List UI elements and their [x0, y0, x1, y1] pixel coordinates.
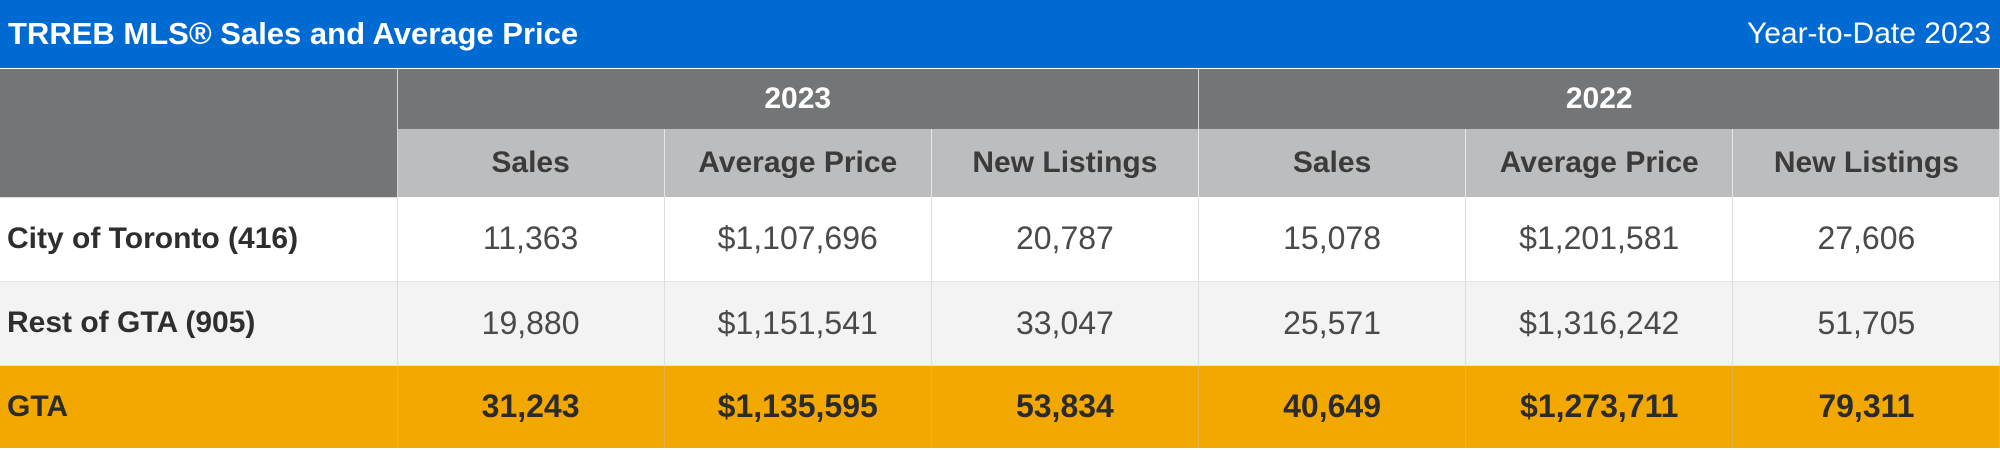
table-row: City of Toronto (416) 11,363 $1,107,696 …: [0, 197, 2000, 282]
row-label: Rest of GTA (905): [0, 281, 398, 366]
row-label: City of Toronto (416): [0, 197, 398, 282]
total-cell: $1,135,595: [664, 365, 932, 448]
table-cell: 20,787: [931, 197, 1199, 282]
table-cell: 27,606: [1732, 197, 2000, 282]
table-cell: $1,201,581: [1465, 197, 1734, 282]
total-cell: 53,834: [931, 365, 1199, 448]
table-cell: 11,363: [397, 197, 665, 282]
title-bar: TRREB MLS® Sales and Average Price Year-…: [0, 0, 2000, 68]
total-label: GTA: [0, 365, 398, 448]
column-header: Sales: [397, 129, 665, 197]
corner-cell: [0, 69, 398, 198]
total-cell: $1,273,711: [1465, 365, 1734, 448]
table-cell: 15,078: [1198, 197, 1467, 282]
table-row: Rest of GTA (905) 19,880 $1,151,541 33,0…: [0, 281, 2000, 366]
table-cell: 33,047: [931, 281, 1199, 366]
table-cell: $1,316,242: [1465, 281, 1734, 366]
column-header: Sales: [1198, 129, 1467, 197]
year-header-2022: 2022: [1198, 69, 2000, 129]
table-cell: 25,571: [1198, 281, 1467, 366]
table-cell: $1,151,541: [664, 281, 932, 366]
column-header: New Listings: [1732, 129, 2000, 197]
total-cell: 40,649: [1198, 365, 1467, 448]
year-header-2023: 2023: [397, 69, 1199, 129]
table-cell: 51,705: [1732, 281, 2000, 366]
total-cell: 31,243: [397, 365, 665, 448]
total-cell: 79,311: [1732, 365, 2000, 448]
report-period: Year-to-Date 2023: [1746, 17, 1991, 50]
sales-table: 2023 2022 Sales Average Price New Listin…: [0, 69, 2000, 448]
total-row: GTA 31,243 $1,135,595 53,834 40,649 $1,2…: [0, 365, 2000, 448]
column-header: New Listings: [931, 129, 1199, 197]
column-header-row: Sales Average Price New Listings Sales A…: [0, 129, 2000, 197]
column-header: Average Price: [1465, 129, 1734, 197]
column-header: Average Price: [664, 129, 932, 197]
report-title: TRREB MLS® Sales and Average Price: [8, 16, 579, 51]
table-cell: 19,880: [397, 281, 665, 366]
year-header-row: 2023 2022: [0, 69, 2000, 198]
table-cell: $1,107,696: [664, 197, 932, 282]
